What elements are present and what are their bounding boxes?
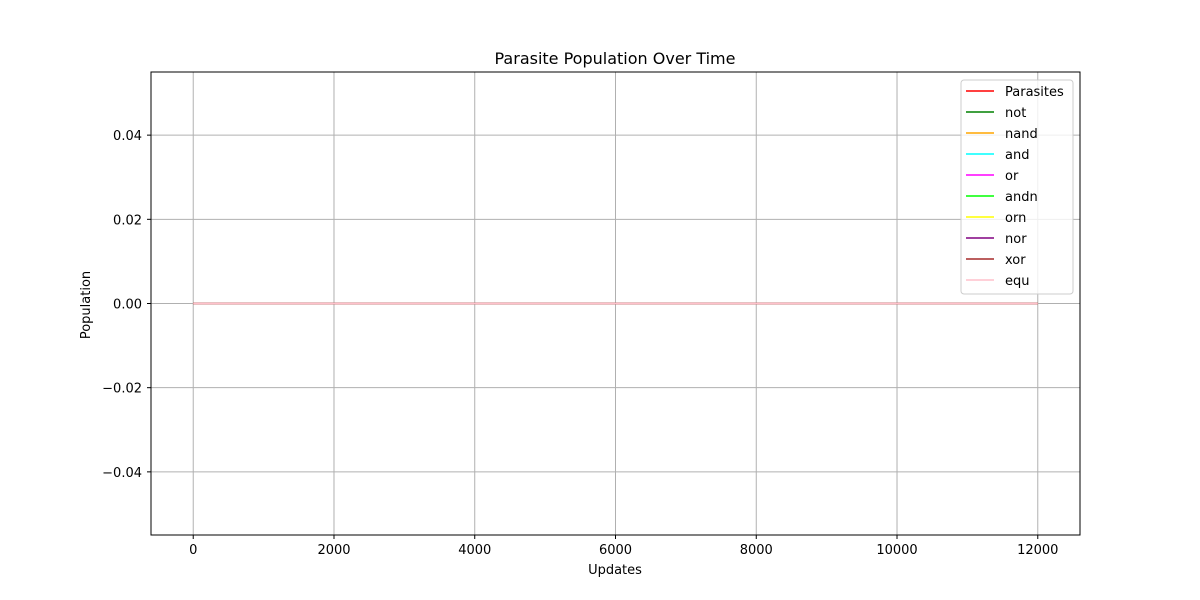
legend-label: andn [1005, 190, 1038, 205]
x-tick-label: 10000 [876, 543, 917, 558]
legend-label: xor [1005, 253, 1026, 268]
y-tick-label: −0.02 [102, 382, 142, 397]
x-tick-label: 12000 [1017, 543, 1058, 558]
y-axis-label: Population [79, 271, 94, 339]
y-axis-ticks: 0.04 0.02 0.00 −0.02 −0.04 [102, 129, 151, 481]
x-tick-label: 2000 [317, 543, 350, 558]
legend-label: or [1005, 169, 1019, 184]
y-tick-label: 0.02 [113, 213, 142, 228]
x-tick-label: 0 [189, 543, 197, 558]
chart-title: Parasite Population Over Time [495, 49, 736, 68]
legend-label: orn [1005, 211, 1026, 226]
y-tick-label: −0.04 [102, 466, 142, 481]
legend-label: and [1005, 148, 1029, 163]
legend-label: Parasites [1005, 85, 1064, 100]
y-tick-label: 0.00 [113, 298, 142, 313]
x-axis-ticks: 0 2000 4000 6000 8000 10000 12000 [189, 535, 1058, 558]
y-tick-label: 0.04 [113, 129, 142, 144]
x-tick-label: 4000 [458, 543, 491, 558]
x-axis-label: Updates [588, 563, 642, 578]
legend: Parasites not nand and or andn orn nor xor equ [960, 79, 1074, 295]
legend-label: nand [1005, 127, 1038, 142]
x-tick-label: 8000 [740, 543, 773, 558]
legend-label: not [1005, 106, 1026, 121]
x-tick-label: 6000 [599, 543, 632, 558]
legend-label: equ [1005, 274, 1030, 289]
legend-label: nor [1005, 232, 1027, 247]
